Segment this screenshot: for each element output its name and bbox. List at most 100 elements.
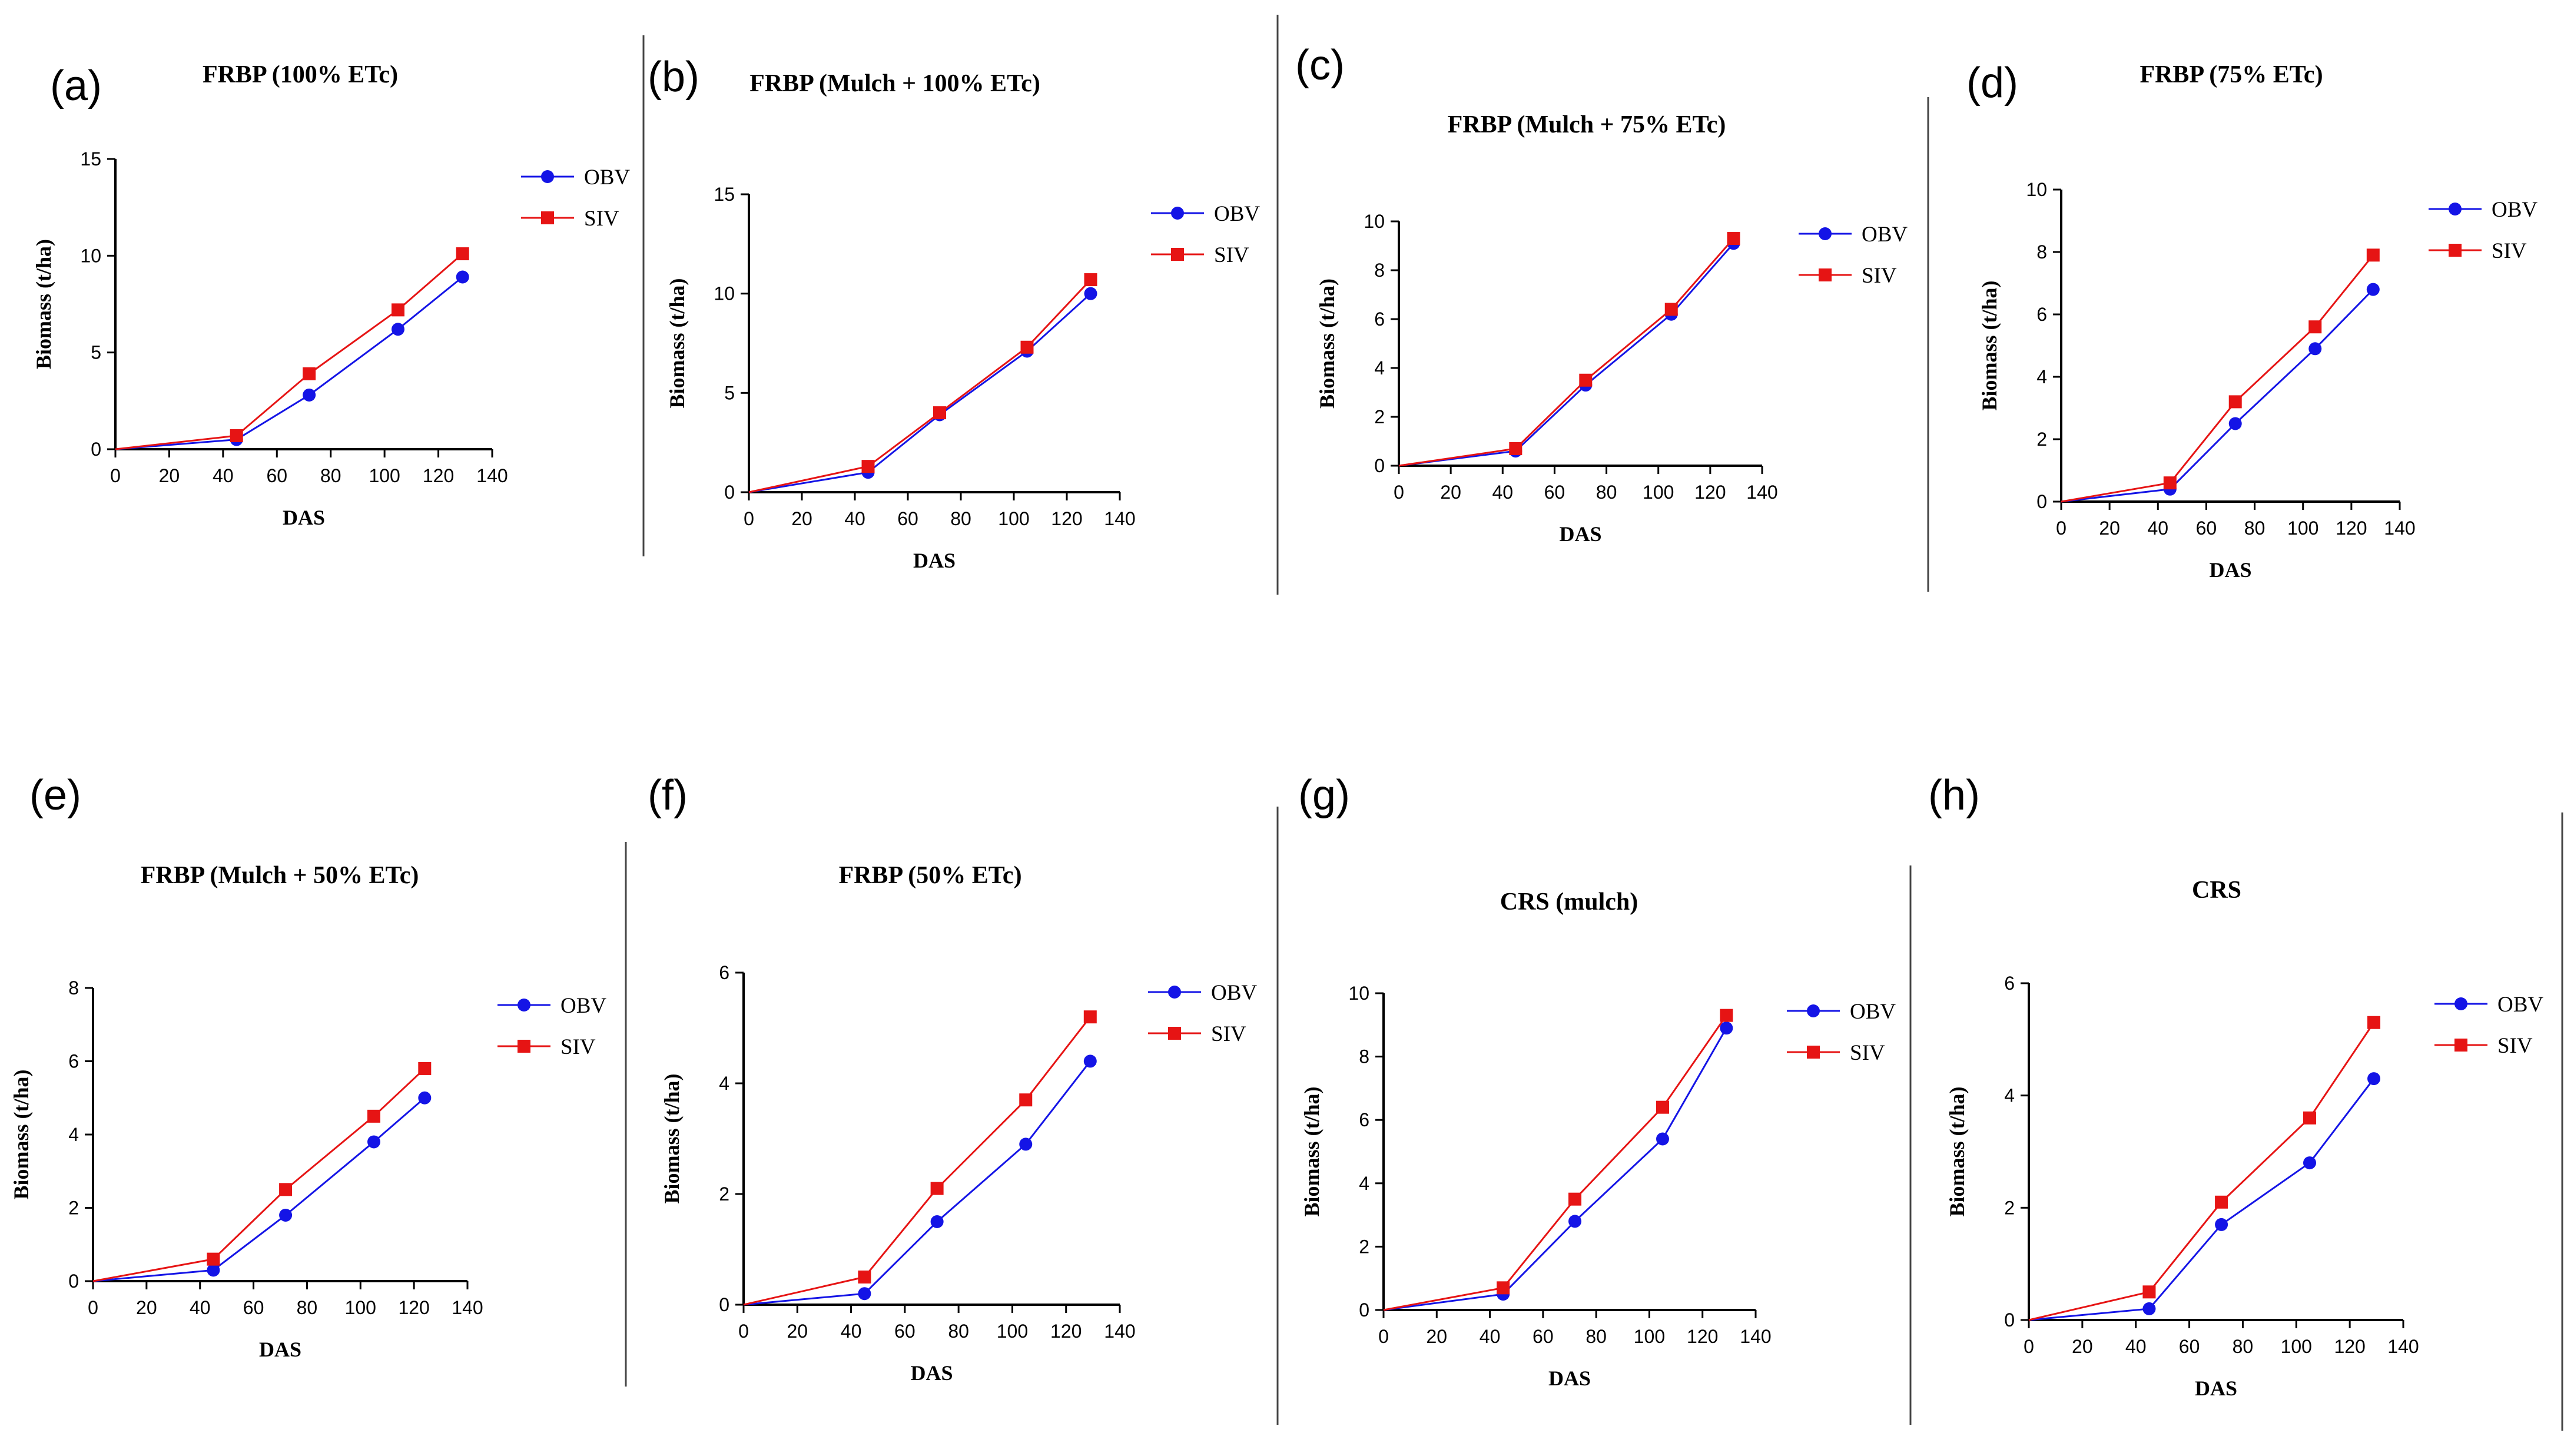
series-line-obv <box>1398 243 1734 467</box>
x-tick-label: 120 <box>1687 1326 1718 1347</box>
legend-label: SIV <box>1850 1041 1885 1065</box>
data-point-obv <box>367 1135 380 1149</box>
chart-title: FRBP (Mulch + 100% ETc) <box>749 70 1040 97</box>
series-line-obv <box>748 293 1092 493</box>
chart-title: FRBP (Mulch + 75% ETc) <box>1448 111 1726 138</box>
data-point-siv <box>858 1271 871 1283</box>
y-tick-label: 0 <box>68 1271 79 1292</box>
data-point-obv <box>1019 1137 1033 1151</box>
data-point-obv <box>303 388 316 402</box>
data-point-siv <box>1509 442 1522 455</box>
data-point-obv <box>2303 1156 2316 1170</box>
data-point-siv <box>1084 273 1097 287</box>
x-tick-label: 80 <box>1585 1326 1607 1347</box>
x-tick-label: 100 <box>2281 1336 2312 1357</box>
y-tick-label: 10 <box>80 245 101 266</box>
x-tick-label: 0 <box>88 1297 98 1318</box>
y-axis-title: Biomass (t/ha) <box>660 1073 684 1203</box>
y-tick-label: 4 <box>1359 1173 1369 1194</box>
data-point-siv <box>1579 373 1593 387</box>
y-axis-title: Biomass (t/ha) <box>32 239 55 369</box>
x-axis-title: DAS <box>910 1361 953 1385</box>
chart-title: CRS (mulch) <box>1500 888 1638 916</box>
legend-label: SIV <box>560 1035 596 1059</box>
y-tick-label: 4 <box>2004 1085 2015 1106</box>
legend-marker <box>1807 1046 1820 1059</box>
data-point-obv <box>392 323 404 336</box>
data-point-obv <box>1568 1215 1582 1228</box>
y-tick-label: 10 <box>1348 983 1369 1004</box>
chart-panel: (h) CRS 0 20 40 60 80 100 120 140 0 2 4 6 DAS Biomass (… <box>1928 772 2543 1400</box>
x-tick-label: 40 <box>190 1297 211 1318</box>
x-tick-label: 80 <box>1596 482 1617 503</box>
x-tick-label: 60 <box>2179 1336 2200 1357</box>
data-point-siv <box>1083 1010 1097 1024</box>
x-tick-label: 0 <box>2024 1336 2034 1357</box>
x-tick-label: 60 <box>1533 1326 1554 1347</box>
x-tick-label: 100 <box>1634 1326 1665 1347</box>
data-point-siv <box>2228 395 2242 409</box>
legend-label: OBV <box>1214 202 1260 226</box>
x-tick-label: 0 <box>744 508 754 529</box>
x-axis-title: DAS <box>913 549 956 572</box>
x-tick-label: 80 <box>2244 518 2265 539</box>
panel-dividers <box>625 15 2563 1431</box>
legend-marker <box>1168 986 1181 999</box>
data-point-siv <box>2366 248 2380 262</box>
x-tick-label: 40 <box>1492 482 1513 503</box>
data-point-siv <box>2308 320 2322 334</box>
x-tick-label: 20 <box>136 1297 157 1318</box>
series-line-siv <box>92 1067 426 1282</box>
x-tick-label: 140 <box>2387 1336 2419 1357</box>
y-tick-label: 15 <box>714 184 735 205</box>
x-tick-label: 40 <box>213 465 234 486</box>
data-point-siv <box>2142 1285 2156 1299</box>
chart-panel: (e)FRBP (Mulch + 50% ETc)0 20 40 60 80 100 120… <box>9 772 606 1361</box>
legend-marker <box>518 1040 530 1053</box>
y-tick-label: 2 <box>1374 406 1385 427</box>
legend-label: SIV <box>2492 239 2527 263</box>
data-point-siv <box>2215 1195 2228 1209</box>
series-line-obv <box>2028 1078 2375 1321</box>
x-tick-label: 140 <box>1740 1326 1771 1347</box>
y-tick-label: 2 <box>2004 1197 2015 1218</box>
chart-title: FRBP (100% ETc) <box>203 61 398 88</box>
x-tick-label: 140 <box>1104 508 1135 529</box>
data-point-siv <box>1727 232 1740 246</box>
data-point-obv <box>1656 1132 1669 1146</box>
series-line-obv <box>92 1097 426 1282</box>
legend-label: OBV <box>584 165 630 190</box>
y-tick-label: 0 <box>91 439 101 460</box>
y-tick-label: 4 <box>2036 366 2047 387</box>
legend-marker <box>1171 207 1184 220</box>
x-tick-label: 20 <box>1426 1326 1447 1347</box>
x-tick-label: 40 <box>2125 1336 2147 1357</box>
data-point-siv <box>303 367 316 380</box>
x-tick-label: 20 <box>2072 1336 2093 1357</box>
data-point-siv <box>2303 1111 2316 1125</box>
y-tick-label: 8 <box>2036 241 2047 263</box>
panel-label: (f) <box>648 772 688 819</box>
y-tick-label: 6 <box>719 962 729 983</box>
chart-panel: (f) FRBP (50% ETc) 0 20 40 60 80 100 120 140 0 2 4 6 D… <box>648 772 1257 1385</box>
legend-marker <box>1171 248 1184 261</box>
x-tick-label: 40 <box>844 508 865 529</box>
y-axis-title: Biomass (t/ha) <box>1315 278 1339 409</box>
y-tick-label: 8 <box>1359 1046 1369 1067</box>
legend-label: SIV <box>1862 264 1897 288</box>
chart-title: FRBP (Mulch + 50% ETc) <box>141 862 419 889</box>
chart-panel: (g) CRS (mulch) 0 20 40 60 80 100 120 140 0 2 4 6 8 10 D… <box>1298 772 1896 1390</box>
x-tick-label: 80 <box>950 508 971 529</box>
panel-label: (h) <box>1928 772 1980 819</box>
series-line-siv <box>1383 1014 1727 1311</box>
x-tick-label: 60 <box>897 508 918 529</box>
legend-marker <box>1819 268 1832 281</box>
data-point-obv <box>2228 417 2242 430</box>
data-point-obv <box>930 1215 944 1228</box>
chart-panel: (d) FRBP (75% ETc) 0 20 40 60 80 100 120 140 0 2 4 6 8… <box>1966 59 2537 582</box>
legend-marker <box>1168 1027 1181 1040</box>
x-tick-label: 80 <box>320 465 341 486</box>
y-tick-label: 2 <box>719 1183 729 1205</box>
series-line-siv <box>2028 1021 2375 1321</box>
data-point-siv <box>279 1183 293 1196</box>
